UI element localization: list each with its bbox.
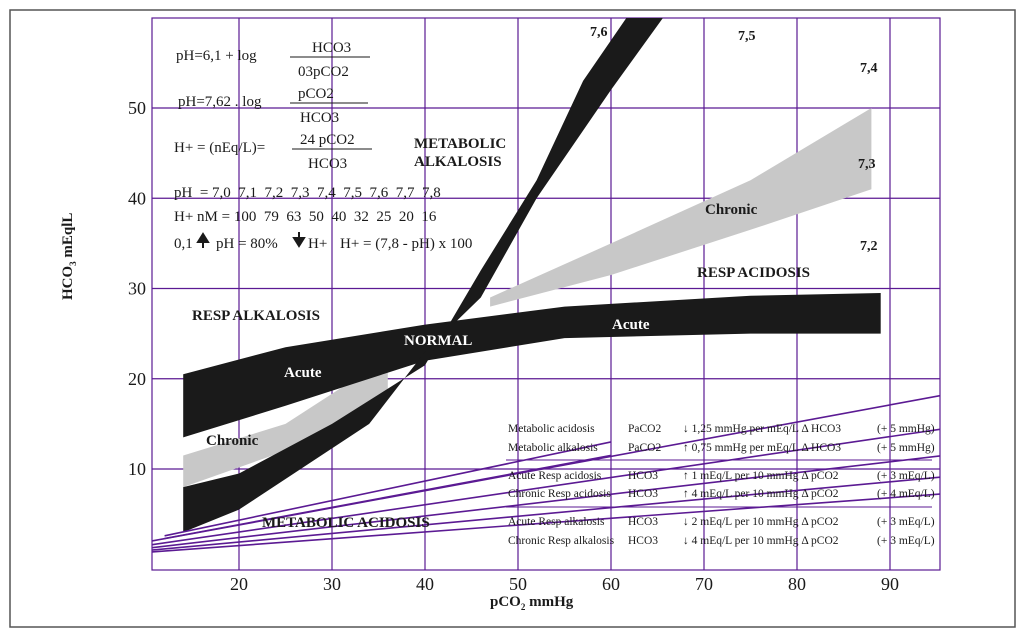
region-resp-acidosis: RESP ACIDOSIS (697, 265, 810, 281)
formula-1-lhs: pH=6,1 + log (176, 48, 257, 64)
isopleth-line-extra-0 (164, 441, 612, 537)
y-tick-10: 10 (128, 459, 146, 479)
y-tick-20: 20 (128, 369, 146, 389)
rule-h-formula: H+ = (7,8 - pH) x 100 (340, 236, 472, 252)
comp-disorder: Acute Resp alkalosis (508, 516, 605, 528)
comp-disorder: Chronic Resp alkalosis (508, 535, 615, 547)
formula-1-denominator: 03pCO2 (298, 64, 349, 80)
region-metabolic-acidosis: METABOLIC ACIDOSIS (262, 515, 430, 531)
arrow-down-icon (292, 232, 306, 248)
comp-range: (+ 3 mEq/L) (877, 516, 935, 528)
y-tick-40: 40 (128, 188, 146, 208)
ph-label-73: 7,3 (858, 157, 876, 172)
rule-h-ion: H+ (308, 236, 327, 252)
x-tick-20: 20 (230, 574, 248, 594)
plot-frame (151, 17, 941, 571)
comp-change: ↓ 1,25 mmHg per mEq/L Δ HCO3 (683, 423, 841, 435)
comp-disorder: Metabolic alkalosis (508, 442, 598, 454)
comp-change: ↓ 2 mEq/L per 10 mmHg Δ pCO2 (683, 516, 839, 528)
band-metabolic (183, 18, 663, 533)
x-tick-60: 60 (602, 574, 620, 594)
comp-disorder: Metabolic acidosis (508, 423, 595, 435)
x-tick-30: 30 (323, 574, 341, 594)
ph-label-74: 7,4 (860, 61, 878, 76)
compensation-table: Metabolic acidosis PaCO2 ↓ 1,25 mmHg per m… (506, 423, 935, 547)
y-tick-50: 50 (128, 98, 146, 118)
formula-2-numerator: pCO2 (298, 86, 334, 102)
isopleth-line-75 (152, 428, 940, 546)
y-tick-labels: 10 20 30 40 50 (128, 98, 146, 479)
formula-ph-hco3: pH=6,1 + log HCO3 03pCO2 (176, 40, 370, 80)
comp-change: ↑ 1 mEq/L per 10 mmHg Δ pCO2 (683, 470, 839, 482)
comp-range: (+ 4 mEq/L) (877, 488, 935, 500)
ph-label-76: 7,6 (590, 25, 608, 40)
rule-delta: 0,1 (174, 236, 193, 252)
comp-range: (+ 5 mmHg) (877, 442, 935, 454)
comp-range: (+ 3 mEq/L) (877, 535, 935, 547)
comp-range: (+ 5 mmHg) (877, 423, 935, 435)
isopleth-lines (152, 394, 940, 553)
formula-3-denominator: HCO3 (308, 156, 347, 172)
isopleth-line-extra-1 (164, 454, 612, 540)
comp-disorder: Chronic Resp acidosis (508, 488, 611, 500)
comp-row-0: Metabolic acidosis PaCO2 ↓ 1,25 mmHg per m… (508, 423, 935, 435)
isopleth-line-73 (152, 476, 940, 551)
region-metabolic-alkalosis-1: METABOLIC (414, 136, 506, 152)
ph-values-row: pH = 7,0 7,1 7,2 7,3 7,4 7,5 7,6 7,7 7,8 (174, 185, 441, 201)
formula-2-lhs: pH=7,62 . log (178, 94, 262, 110)
comp-row-4: Acute Resp alkalosis HCO3 ↓ 2 mEq/L per 10… (508, 516, 935, 528)
region-metabolic-alkalosis-2: ALKALOSIS (414, 154, 502, 170)
band-chronic-resp-alkalosis (183, 369, 388, 488)
label-chronic-left: Chronic (206, 433, 259, 449)
ph-label-72: 7,2 (860, 239, 878, 254)
region-resp-alkalosis: RESP ALKALOSIS (192, 308, 320, 324)
comp-disorder: Acute Resp acidosis (508, 470, 602, 482)
formula-2-denominator: HCO3 (300, 110, 339, 126)
isopleth-line-72 (152, 493, 940, 553)
ph-label-75: 7,5 (738, 29, 756, 44)
arrow-up-icon (196, 232, 210, 248)
y-axis-title: HCO3 mEqlL (60, 213, 78, 300)
comp-row-1: Metabolic alkalosis PaCO2 ↑ 0,75 mmHg per … (508, 442, 935, 454)
comp-param: HCO3 (628, 488, 658, 500)
y-tick-30: 30 (128, 279, 146, 299)
label-chronic-right: Chronic (705, 202, 758, 218)
bands (183, 18, 881, 533)
x-tick-labels: 20 30 40 50 60 70 80 90 (230, 574, 899, 594)
comp-param: HCO3 (628, 470, 658, 482)
formula-3-numerator: 24 pCO2 (300, 132, 355, 148)
h-ion-rule: 0,1 pH = 80% H+ H+ = (7,8 - pH) x 100 (174, 232, 472, 252)
comp-row-3: Chronic Resp acidosis HCO3 ↑ 4 mEq/L per 1… (508, 488, 935, 500)
comp-param: PaCO2 (628, 442, 661, 454)
comp-change: ↑ 4 mEq/L per 10 mmHg Δ pCO2 (683, 488, 839, 500)
band-acute-respiratory (183, 293, 881, 438)
comp-row-2: Acute Resp acidosis HCO3 ↑ 1 mEq/L per 10 … (508, 470, 935, 482)
x-tick-50: 50 (509, 574, 527, 594)
x-axis-title: pCO2 mmHg (490, 594, 574, 612)
formula-3-lhs: H+ = (nEq/L)= (174, 140, 265, 156)
formula-ph-pco2: pH=7,62 . log pCO2 HCO3 (178, 86, 368, 126)
x-tick-90: 90 (881, 574, 899, 594)
comp-param: HCO3 (628, 516, 658, 528)
rule-ph-percent: pH = 80% (216, 236, 278, 252)
formula-h-ion: H+ = (nEq/L)= 24 pCO2 HCO3 (174, 132, 372, 172)
x-tick-70: 70 (695, 574, 713, 594)
label-acute-right: Acute (612, 317, 650, 333)
h-ion-values-row: H+ nM = 100 79 63 50 40 32 25 20 16 (174, 209, 437, 225)
comp-change: ↑ 0,75 mmHg per mEq/L Δ HCO3 (683, 442, 841, 454)
comp-param: PaCO2 (628, 423, 661, 435)
label-acute-left: Acute (284, 365, 322, 381)
x-tick-40: 40 (416, 574, 434, 594)
region-normal: NORMAL (404, 333, 472, 349)
comp-row-5: Chronic Resp alkalosis HCO3 ↓ 4 mEq/L per … (508, 535, 935, 547)
x-tick-80: 80 (788, 574, 806, 594)
band-chronic-resp-acidosis (490, 108, 872, 307)
formula-1-numerator: HCO3 (312, 40, 351, 56)
comp-change: ↓ 4 mEq/L per 10 mmHg Δ pCO2 (683, 535, 839, 547)
comp-range: (+ 3 mEq/L) (877, 470, 935, 482)
isopleth-line-74 (152, 455, 940, 549)
comp-param: HCO3 (628, 535, 658, 547)
